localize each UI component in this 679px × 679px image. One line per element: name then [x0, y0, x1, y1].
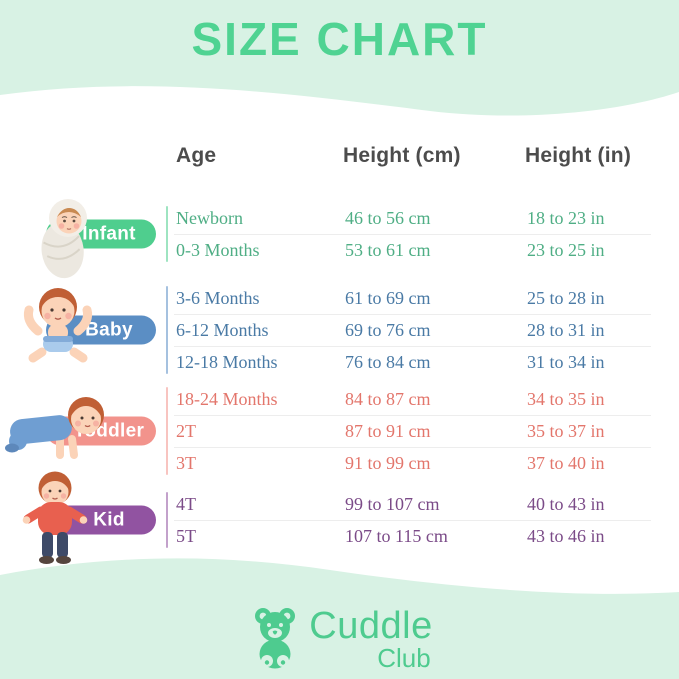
height-cm-cell: 53 to 61 cm [345, 240, 431, 260]
height-cm-cell: 61 to 69 cm [345, 288, 431, 308]
bottom-wave-decoration [0, 558, 679, 679]
size-group-kid: Kid 4T 99 to 107 cm 40 to 43 in 5T 107 to 11… [0, 471, 679, 564]
height-cm-cell: 91 to 99 cm [345, 453, 431, 473]
size-row: 3-6 Months 61 to 69 cm 25 to 28 in [0, 282, 679, 314]
brand-name: Cuddle [309, 605, 433, 647]
size-group-toddler: Toddler 18-24 Months 84 to 87 cm 34 to 35 … [0, 383, 679, 479]
standing-kid-illustration [16, 468, 94, 573]
size-row: 0-3 Months 53 to 61 cm 23 to 25 in [0, 234, 679, 266]
height-cm-cell: 76 to 84 cm [345, 352, 431, 372]
height-cm-cell: 69 to 76 cm [345, 320, 431, 340]
height-in-cell: 31 to 34 in [527, 352, 605, 372]
height-in-cell: 34 to 35 in [527, 389, 605, 409]
size-row: 5T 107 to 115 cm 43 to 46 in [0, 520, 679, 552]
column-header-height-cm: Height (cm) [343, 144, 461, 167]
brand-logo: Cuddle Club [0, 605, 679, 673]
age-cell: 3T [176, 453, 196, 473]
height-in-cell: 28 to 31 in [527, 320, 605, 340]
page-title: SIZE CHART [191, 13, 488, 65]
teddy-bear-icon [255, 608, 296, 669]
table-header-row: Age Height (cm) Height (in) [0, 144, 679, 174]
age-cell: 4T [176, 494, 196, 514]
size-row: 2T 87 to 91 cm 35 to 37 in [0, 415, 679, 447]
sitting-baby-illustration [16, 277, 102, 374]
height-in-cell: 25 to 28 in [527, 288, 605, 308]
height-in-cell: 37 to 40 in [527, 453, 605, 473]
brand-suffix: Club [377, 643, 431, 673]
group-label: Infant [82, 223, 136, 244]
group-rows: Newborn 46 to 56 cm 18 to 23 in 0-3 Months 5… [0, 202, 679, 266]
height-in-cell: 43 to 46 in [527, 526, 605, 546]
age-cell: Newborn [176, 208, 243, 228]
age-cell: 0-3 Months [176, 240, 260, 260]
age-cell: 3-6 Months [176, 288, 260, 308]
group-label: Baby [85, 319, 133, 340]
size-row: Newborn 46 to 56 cm 18 to 23 in [0, 202, 679, 234]
size-row: 3T 91 to 99 cm 37 to 40 in [0, 447, 679, 479]
size-groups: Infant Newborn 46 to 56 cm 18 to 23 in 0-3 … [0, 199, 679, 564]
height-cm-cell: 46 to 56 cm [345, 208, 431, 228]
age-cell: 12-18 Months [176, 352, 278, 372]
column-header-height-in: Height (in) [525, 144, 632, 167]
size-row: 12-18 Months 76 to 84 cm 31 to 34 in [0, 346, 679, 378]
age-cell: 5T [176, 526, 196, 546]
swaddled-infant-illustration [24, 190, 104, 287]
group-rows: 3-6 Months 61 to 69 cm 25 to 28 in 6-12 Mon… [0, 282, 679, 378]
height-cm-cell: 107 to 115 cm [345, 526, 448, 546]
crawling-toddler-illustration [2, 385, 114, 466]
group-rows: 4T 99 to 107 cm 40 to 43 in 5T 107 to 115 cm… [0, 488, 679, 552]
size-row: 6-12 Months 69 to 76 cm 28 to 31 in [0, 314, 679, 346]
age-cell: 18-24 Months [176, 389, 278, 409]
age-cell: 6-12 Months [176, 320, 269, 340]
height-in-cell: 18 to 23 in [527, 208, 605, 228]
top-wave-decoration [0, 0, 679, 116]
height-in-cell: 23 to 25 in [527, 240, 605, 260]
size-group-infant: Infant Newborn 46 to 56 cm 18 to 23 in 0-3 … [0, 199, 679, 279]
group-label: Kid [93, 509, 125, 530]
size-row: 18-24 Months 84 to 87 cm 34 to 35 in [0, 383, 679, 415]
brand-logo-text: Cuddle Club [309, 605, 433, 673]
column-header-age: Age [176, 144, 217, 167]
size-row: 4T 99 to 107 cm 40 to 43 in [0, 488, 679, 520]
group-rows: 18-24 Months 84 to 87 cm 34 to 35 in 2T 87 t… [0, 383, 679, 479]
height-in-cell: 40 to 43 in [527, 494, 605, 514]
height-cm-cell: 87 to 91 cm [345, 421, 431, 441]
size-group-baby: Baby 3-6 Months 61 to 69 cm 25 to 28 in 6-1… [0, 282, 679, 378]
height-cm-cell: 99 to 107 cm [345, 494, 440, 514]
age-cell: 2T [176, 421, 196, 441]
height-in-cell: 35 to 37 in [527, 421, 605, 441]
height-cm-cell: 84 to 87 cm [345, 389, 431, 409]
